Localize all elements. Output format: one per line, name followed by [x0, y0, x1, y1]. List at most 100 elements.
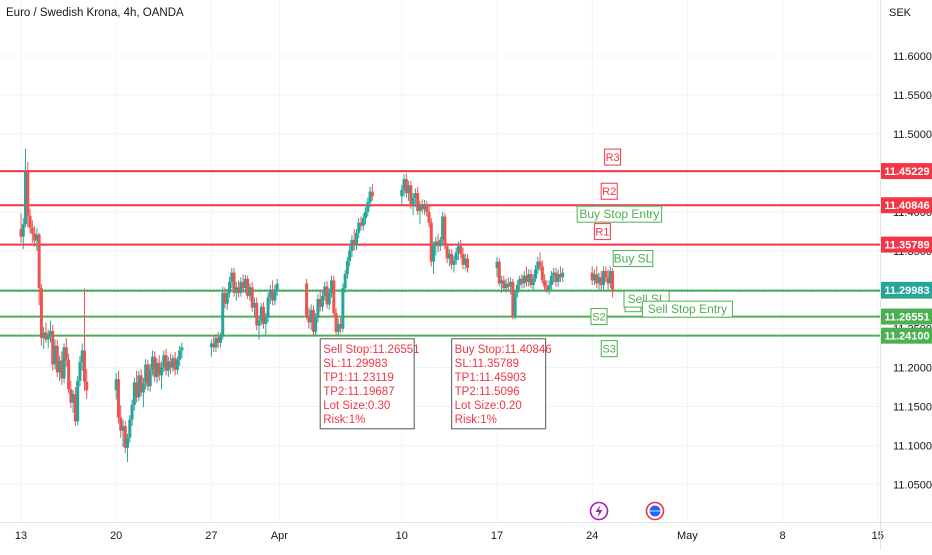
candle-body	[543, 280, 547, 287]
candle-body	[139, 375, 143, 393]
candle-body	[320, 295, 324, 307]
candle	[19, 213, 23, 243]
candle-body	[606, 277, 610, 284]
y-tick-label: 11.15000	[893, 402, 932, 414]
candle	[164, 348, 168, 376]
candle-body	[531, 278, 535, 286]
candle-body	[123, 426, 127, 448]
economic-event-icon[interactable]	[645, 501, 665, 521]
candle-body	[64, 347, 68, 360]
candle	[275, 278, 279, 296]
candle-body	[39, 288, 43, 338]
candle	[44, 322, 48, 343]
candle-body	[225, 292, 229, 304]
candle-body	[522, 275, 526, 284]
candle-body	[495, 261, 499, 268]
candle	[139, 369, 143, 397]
candle-body	[78, 362, 82, 381]
level-tag-box	[590, 308, 608, 326]
candle-body	[418, 205, 422, 212]
candle	[228, 276, 232, 298]
candle	[359, 216, 363, 231]
candle-body	[311, 309, 315, 332]
candle	[64, 337, 68, 367]
candle-body	[223, 292, 227, 304]
candle	[153, 351, 157, 382]
candle-body	[402, 179, 406, 191]
candle	[58, 355, 62, 381]
candle-body	[35, 234, 39, 241]
candle	[67, 353, 71, 394]
candle-body	[30, 227, 34, 234]
candle	[506, 277, 510, 292]
candle-body	[26, 171, 30, 216]
level-tag-s2: S2	[592, 312, 605, 324]
candle	[370, 183, 374, 201]
candle-body	[334, 313, 338, 332]
candle	[325, 281, 329, 309]
level-tag-s3: S3	[602, 344, 615, 356]
candle	[536, 256, 540, 275]
candle-body	[529, 274, 533, 286]
candle-body	[409, 185, 413, 205]
trade-note-line: Risk:1%	[455, 414, 497, 426]
candle	[334, 308, 338, 337]
candle	[459, 239, 463, 259]
candle-body	[364, 211, 368, 219]
candle	[150, 350, 154, 376]
candle-body	[602, 271, 606, 286]
candle	[46, 329, 50, 349]
y-tick-label: 11.55000	[893, 90, 932, 102]
candle	[144, 359, 148, 390]
event-icons[interactable]	[589, 501, 665, 521]
lightning-icon[interactable]	[589, 501, 609, 521]
candle	[511, 278, 515, 320]
candle	[561, 267, 565, 282]
candle-body	[538, 261, 542, 267]
candle	[447, 249, 451, 267]
candle-body	[255, 302, 259, 326]
trade-note-line: TP1:11.23119	[323, 372, 394, 384]
candle-body	[237, 287, 241, 293]
candle	[37, 232, 41, 306]
candle	[53, 339, 57, 370]
candle-body	[271, 289, 275, 301]
candle	[466, 253, 470, 273]
candle-body	[341, 288, 345, 329]
candle	[543, 274, 547, 292]
candle	[504, 278, 508, 293]
candle	[590, 266, 594, 286]
candle	[604, 266, 608, 282]
candle-body	[592, 274, 596, 281]
candle	[524, 266, 528, 287]
candle	[332, 275, 336, 317]
candle	[549, 271, 553, 290]
candle	[232, 267, 236, 297]
candle	[262, 302, 266, 329]
candle-body	[155, 362, 159, 377]
candle-body	[44, 332, 48, 340]
candle-body	[509, 281, 513, 287]
candle	[400, 185, 404, 205]
candle-body	[343, 274, 347, 289]
annotation-box	[612, 250, 654, 268]
currency-label: SEK	[889, 7, 912, 19]
candle	[116, 370, 120, 424]
candle	[173, 352, 177, 376]
candle	[429, 218, 433, 267]
annotation-box	[576, 205, 663, 223]
candle	[257, 316, 261, 340]
candle	[427, 204, 431, 228]
candle-body	[336, 323, 340, 332]
trade-note-box	[451, 338, 547, 430]
candle	[243, 274, 247, 294]
candle	[402, 174, 406, 197]
candle-body	[243, 278, 247, 289]
candle-body	[228, 281, 232, 293]
candle-body	[71, 394, 75, 403]
candle-body	[137, 375, 141, 398]
candle	[266, 292, 270, 323]
candle	[595, 266, 599, 289]
